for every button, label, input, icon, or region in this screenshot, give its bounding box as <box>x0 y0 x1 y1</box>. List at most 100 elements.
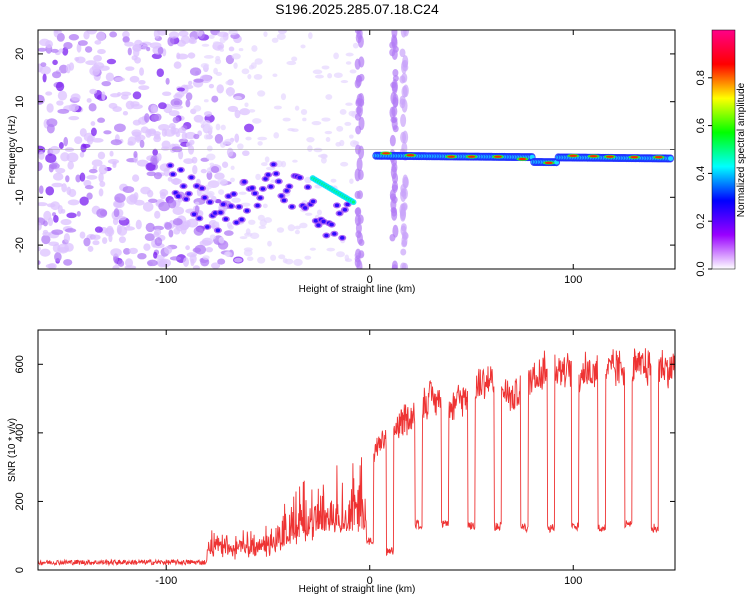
colorbar-tick-label: 0.4 <box>695 166 707 181</box>
spectrogram-noise-blob <box>177 127 186 134</box>
snr-ylabel: SNR (10 * v/v) <box>7 418 18 482</box>
spectrogram-noise-blob <box>300 44 306 49</box>
spectrogram-noise-blob <box>344 254 350 261</box>
spectrogram-ridge-core <box>220 202 226 207</box>
spectrogram-noise-blob <box>241 68 250 75</box>
spectrogram-noise-blob <box>226 221 233 229</box>
spectrogram-noise-blob <box>76 43 82 53</box>
spectrogram-noise-blob <box>286 60 297 66</box>
spectrogram-noise-blob <box>52 71 62 79</box>
spectrogram-noise-blob <box>214 58 222 65</box>
spectrogram-noise-blob <box>146 171 157 177</box>
spectrogram-noise-blob <box>167 36 175 47</box>
spectrogram-noise-blob <box>272 73 278 78</box>
spectrogram-noise-blob <box>135 219 142 230</box>
spectrogram-noise-blob <box>168 229 174 238</box>
spectrogram-ridge-core <box>313 219 318 223</box>
spectrogram-noise-blob <box>77 40 88 46</box>
spectrogram-noise-blob <box>113 201 123 208</box>
spectrogram-noise-blob <box>164 246 173 254</box>
spectrogram-noise-blob <box>51 229 64 235</box>
spectrogram-noise-blob <box>244 102 249 108</box>
spectrogram-stripe-blob <box>391 30 398 39</box>
spectrogram-stripe-blob <box>402 55 409 68</box>
spectrogram-noise-blob <box>211 95 219 103</box>
spectrogram-ridge-core <box>345 202 350 207</box>
spectrogram-noise-blob <box>129 193 138 203</box>
spectrogram-ytick-label: -10 <box>14 189 26 205</box>
spectrogram-noise-blob <box>85 60 97 66</box>
spectrogram-noise-blob <box>94 40 102 45</box>
spectrogram-stripe-blob <box>401 72 408 83</box>
spectrogram-stripe-blob <box>391 81 398 95</box>
spectrogram-noise-blob <box>238 191 247 195</box>
spectrogram-noise-blob <box>38 94 45 105</box>
spectrogram-noise-blob <box>192 265 200 269</box>
spectrogram-noise-blob <box>309 247 316 251</box>
spectrogram-noise-blob <box>125 66 135 71</box>
spectrogram-noise-blob <box>98 164 108 175</box>
spectrogram-ridge-core <box>218 210 223 215</box>
spectrogram-noise-blob <box>67 161 74 170</box>
spectrogram-ridge-core <box>329 222 334 227</box>
spectrogram-noise-blob <box>161 140 171 150</box>
spectrogram-noise-blob <box>76 211 81 217</box>
spectrogram-noise-blob <box>157 46 164 55</box>
spectrogram-noise-blob <box>45 91 53 96</box>
spectrogram-ridge-core <box>181 184 186 188</box>
spectrogram-noise-blob <box>105 72 115 82</box>
spectrogram-ridge-core <box>236 205 242 209</box>
spectrogram-noise-blob <box>57 90 68 101</box>
spectrogram-noise-blob <box>146 46 151 52</box>
spectrogram-noise-blob <box>228 46 235 52</box>
spectrogram-noise-blob <box>205 246 214 253</box>
spectrogram-stripe-blob <box>392 224 399 238</box>
spectrogram-ylabel: Frequency (Hz) <box>7 116 18 185</box>
spectrogram-noise-blob <box>117 260 125 267</box>
spectrogram-ridge-core <box>279 194 284 198</box>
spectrogram-ridge-core <box>297 175 303 180</box>
spectrogram-hotspot-peak <box>605 155 614 158</box>
spectrogram-noise-blob <box>231 53 241 60</box>
spectrogram-stripe-blob <box>400 113 407 128</box>
spectrogram-noise-blob <box>123 248 131 255</box>
spectrogram-noise-blob <box>247 74 252 80</box>
spectrogram-noise-blob <box>118 236 126 244</box>
spectrogram-stripe-blob <box>354 78 361 89</box>
spectrogram-noise-blob <box>60 152 70 162</box>
spectrogram-hotspot-peak <box>493 155 502 158</box>
spectrogram-noise-blob <box>238 47 244 52</box>
spectrogram-noise-blob <box>96 31 106 42</box>
spectrogram-noise-blob <box>91 234 101 240</box>
spectrogram-noise-blob <box>345 52 354 57</box>
spectrogram-ridge-core <box>186 191 192 196</box>
spectrogram-noise-blob <box>193 226 204 236</box>
spectrogram-noise-blob <box>108 102 118 109</box>
spectrogram-noise-blob <box>157 30 168 36</box>
snr-xlabel: Height of straight line (km) <box>299 584 416 595</box>
spectrogram-noise-blob <box>170 98 183 108</box>
spectrogram-noise-blob <box>143 243 151 251</box>
spectrogram-noise-blob <box>215 71 223 76</box>
spectrogram-noise-blob <box>164 129 176 137</box>
spectrogram-noise-blob <box>102 237 108 244</box>
spectrogram-noise-blob <box>220 141 226 148</box>
spectrogram-stripe-blob <box>403 30 410 37</box>
spectrogram-noise-blob <box>91 138 104 143</box>
spectrogram-ytick-label: 10 <box>14 96 26 108</box>
spectrogram-noise-blob <box>209 234 216 240</box>
spectrogram-noise-blob <box>186 252 197 258</box>
spectrogram-noise-blob <box>131 103 143 110</box>
spectrogram-noise-blob <box>97 151 106 160</box>
spectrogram-noise-blob <box>50 48 59 53</box>
spectrogram-noise-blob <box>190 258 195 267</box>
spectrogram-noise-blob <box>201 43 210 47</box>
spectrogram-noise-blob <box>206 171 213 180</box>
spectrogram-ridge-core <box>252 191 258 196</box>
spectrogram-noise-blob <box>53 30 59 38</box>
spectrogram-noise-blob <box>38 151 45 160</box>
spectrogram-noise-blob <box>79 196 89 206</box>
spectrogram-noise-blob <box>153 135 162 143</box>
spectrogram-noise-blob <box>248 219 256 225</box>
